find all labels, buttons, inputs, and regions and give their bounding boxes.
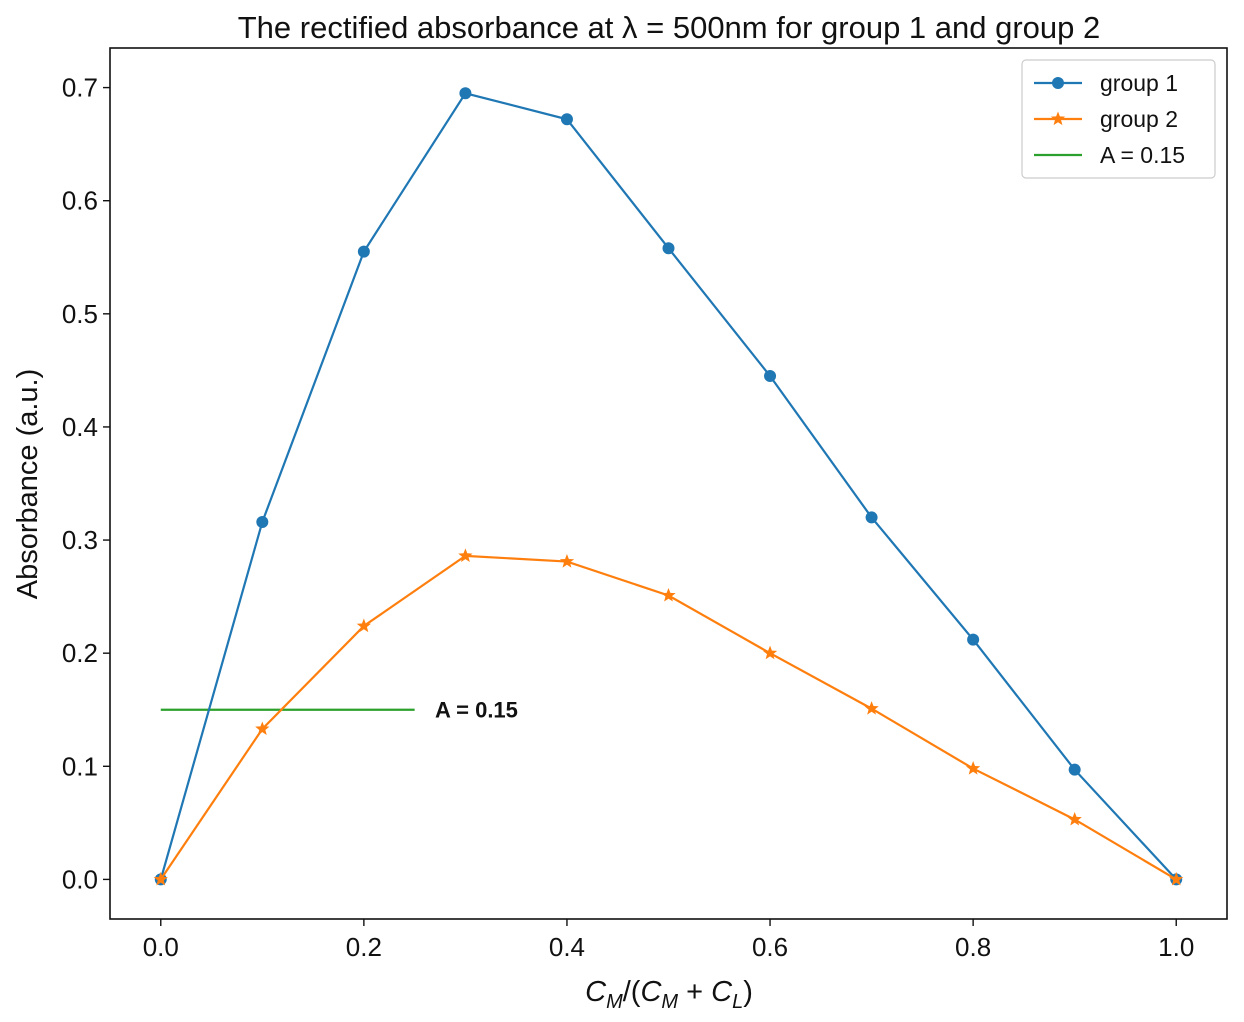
data-point	[967, 633, 980, 646]
legend-entry: A = 0.15	[1034, 142, 1185, 168]
y-tick-label: 0.7	[62, 73, 98, 103]
data-point	[1068, 763, 1081, 776]
legend-entry: group 1	[1034, 70, 1178, 96]
x-tick-label: 0.6	[752, 932, 788, 962]
x-label-c3: C	[711, 976, 733, 1008]
y-axis-label: Absorbance (a.u.)	[12, 369, 44, 600]
data-point	[762, 645, 778, 660]
y-tick-label: 0.2	[62, 638, 98, 668]
x-label-c1: C	[585, 976, 607, 1008]
data-point	[459, 87, 472, 100]
x-axis-label: CM/(CM + CL)	[585, 976, 753, 1013]
y-tick-label: 0.4	[62, 412, 98, 442]
legend: group 1 group 2 A = 0.15	[1021, 59, 1216, 179]
data-point	[661, 587, 676, 602]
series-layer	[153, 87, 1184, 886]
x-tick-label: 0.0	[143, 932, 179, 962]
x-tick-label: 0.2	[346, 932, 382, 962]
y-tick-label: 0.6	[62, 186, 98, 216]
data-point	[966, 761, 981, 775]
data-point	[255, 721, 270, 736]
x-axis: 0.0 0.2 0.4 0.6 0.8 1.0	[143, 919, 1194, 962]
data-point	[560, 113, 573, 126]
legend-marker	[1052, 77, 1064, 89]
data-point	[865, 511, 878, 524]
data-point	[458, 548, 473, 562]
x-tick-label: 0.4	[549, 932, 585, 962]
legend-label: A = 0.15	[1100, 142, 1185, 168]
data-point	[1169, 871, 1184, 886]
y-tick-label: 0.1	[62, 751, 98, 781]
series-2	[153, 548, 1184, 886]
x-label-sub-m1: M	[606, 991, 623, 1013]
y-tick-label: 0.0	[62, 864, 98, 894]
x-label-sub-l: L	[732, 991, 743, 1013]
y-tick-label: 0.3	[62, 525, 98, 555]
data-point	[356, 618, 371, 633]
y-tick-label: 0.5	[62, 299, 98, 329]
x-label-c2: C	[640, 976, 662, 1008]
x-label-open: /(	[623, 976, 641, 1008]
legend-label: group 2	[1100, 106, 1178, 132]
data-point	[662, 242, 675, 255]
data-point	[864, 701, 879, 715]
x-label-plus: +	[678, 976, 711, 1008]
data-point	[764, 370, 777, 383]
legend-label: group 1	[1100, 70, 1178, 96]
legend-box	[1021, 59, 1216, 179]
plot-area	[109, 47, 1228, 920]
series-line	[159, 554, 1177, 881]
x-tick-label: 0.8	[955, 932, 991, 962]
data-point	[1067, 811, 1082, 826]
data-point	[357, 245, 370, 258]
x-label-sub-m2: M	[661, 991, 678, 1013]
series-1	[154, 87, 1183, 886]
series-line	[159, 91, 1178, 881]
legend-marker	[1050, 111, 1066, 126]
y-axis: 0.0 0.1 0.2 0.3 0.4 0.5 0.6 0.7	[62, 73, 110, 894]
chart-title: The rectified absorbance at λ = 500nm fo…	[238, 10, 1101, 45]
x-label-close: )	[743, 976, 753, 1008]
reference-annotation: A = 0.15	[435, 698, 518, 723]
data-point	[559, 554, 575, 568]
data-point	[153, 871, 168, 886]
x-tick-label: 1.0	[1158, 932, 1194, 962]
legend-entry: group 2	[1034, 106, 1178, 132]
data-point	[256, 515, 269, 528]
